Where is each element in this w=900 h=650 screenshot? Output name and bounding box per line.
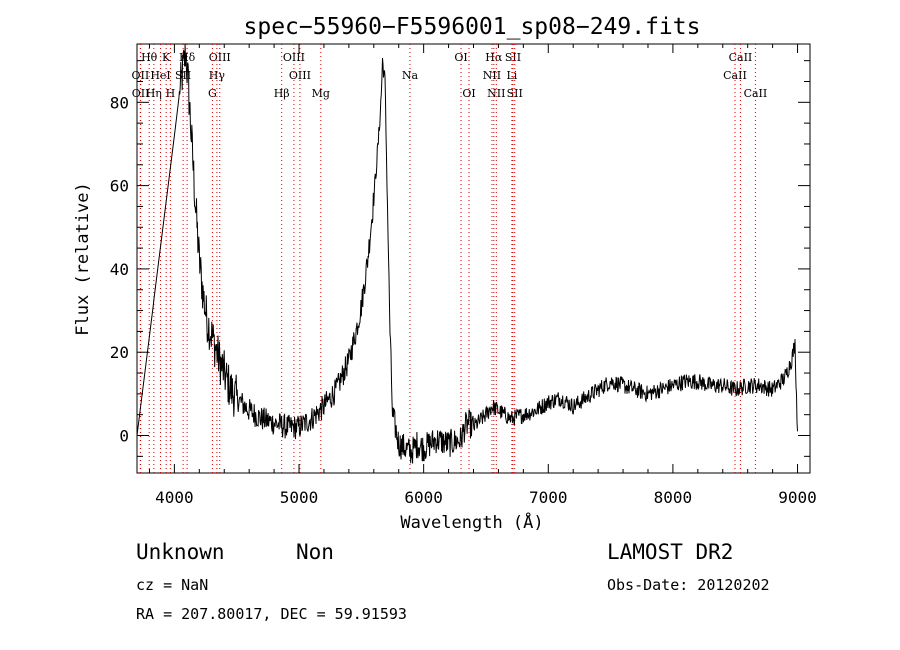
line-marker-label-27: CaII	[744, 87, 768, 100]
line-marker-label-2: Hδ	[179, 51, 196, 64]
line-marker-label-6: Hα	[485, 51, 503, 64]
line-marker-label-18: OII	[132, 87, 150, 100]
line-marker-label-3: OIII	[209, 51, 231, 64]
x-axis-label: Wavelength (Å)	[400, 511, 543, 533]
x-tick-label-0: 4000	[155, 488, 194, 507]
line-marker-label-22: Hβ	[274, 87, 290, 100]
line-marker-label-20: H	[166, 87, 176, 100]
x-tick-label-2: 6000	[404, 488, 443, 507]
axis-ticks: 4000 5000 6000 7000 8000 9000 0 20 40 60 80	[110, 44, 817, 507]
spectrum-line	[136, 43, 798, 464]
line-marker-label-12: Hγ	[209, 69, 226, 82]
x-tick-label-5: 9000	[778, 488, 817, 507]
coordinates: RA = 207.80017, DEC = 59.91593	[136, 605, 407, 623]
y-tick-label-0: 0	[119, 427, 129, 446]
line-marker-label-7: SII	[505, 51, 521, 64]
line-marker-label-15: NII	[483, 69, 501, 82]
observation-date: Obs-Date: 20120202	[607, 576, 770, 594]
line-marker-label-23: Mg	[312, 87, 330, 100]
y-tick-label-3: 60	[110, 177, 129, 196]
line-marker-label-4: OIII	[283, 51, 305, 64]
line-marker-label-24: OI	[462, 87, 475, 100]
line-marker-label-0: Hθ	[141, 51, 158, 64]
line-marker-label-10: HeI	[150, 69, 170, 82]
x-tick-label-3: 7000	[529, 488, 568, 507]
y-tick-label-2: 40	[110, 260, 129, 279]
object-subclass: Non	[296, 540, 334, 564]
line-marker-label-26: SII	[507, 87, 523, 100]
survey-name: LAMOST DR2	[607, 540, 734, 564]
line-marker-label-5: OI	[454, 51, 467, 64]
redshift-cz: cz = NaN	[136, 576, 209, 594]
y-tick-label-4: 80	[110, 93, 129, 112]
line-marker-label-1: K	[162, 51, 171, 64]
x-tick-label-1: 5000	[280, 488, 319, 507]
line-marker-label-19: Hη	[146, 87, 162, 100]
y-axis-label: Flux (relative)	[73, 182, 93, 336]
y-tick-label-1: 20	[110, 343, 129, 362]
line-marker-label-21: G	[208, 87, 217, 100]
object-class: Unknown	[136, 540, 225, 564]
line-marker-label-25: NII	[487, 87, 505, 100]
line-marker-label-8: CaII	[729, 51, 753, 64]
line-marker-label-17: CaII	[723, 69, 747, 82]
line-marker-label-16: Li	[506, 69, 517, 82]
line-marker-label-14: Na	[402, 69, 419, 82]
x-tick-label-4: 8000	[654, 488, 693, 507]
line-marker-label-9: OII	[132, 69, 150, 82]
line-marker-label-13: OIII	[289, 69, 311, 82]
chart-title: spec−55960−F5596001_sp08−249.fits	[244, 14, 701, 40]
